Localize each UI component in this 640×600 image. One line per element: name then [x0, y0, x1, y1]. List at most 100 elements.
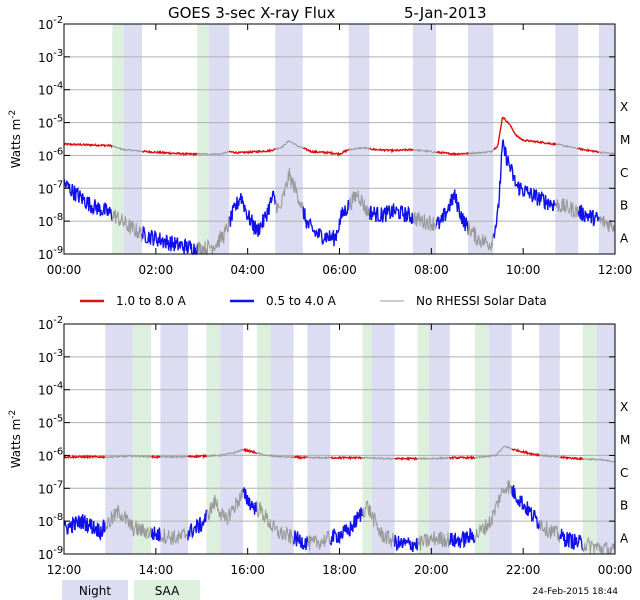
- panel-bottom: 10-9 10-8 10-7 10-6 10-5 10-4 10-3 10-2 12:00 14…: [8, 315, 632, 577]
- y-tick-label: 10-7: [38, 179, 63, 196]
- series-line-long: [206, 448, 244, 458]
- saa-key-label: SAA: [155, 584, 180, 598]
- series-line-long: [142, 149, 198, 157]
- series-line-short: [393, 535, 419, 552]
- series-line-long: [348, 146, 370, 151]
- series-line-short: [196, 216, 230, 256]
- saa-band: [206, 324, 221, 554]
- series-line-short: [228, 190, 277, 237]
- night-band: [348, 24, 370, 254]
- x-tick-label: 18:00: [322, 563, 357, 577]
- saa-band: [417, 324, 430, 554]
- night-band: [275, 24, 303, 254]
- class-label-C: C: [620, 466, 628, 480]
- series-line-short: [63, 178, 114, 222]
- series-line-long: [275, 139, 304, 151]
- night-key-swatch: [62, 580, 128, 600]
- x-tick-label: 10:00: [506, 263, 541, 277]
- series-line-long: [151, 454, 161, 460]
- series-line-short: [369, 203, 414, 225]
- series-line-short: [417, 531, 451, 551]
- series-line-long: [63, 454, 106, 460]
- series-line-short: [559, 528, 584, 551]
- saa-band: [112, 24, 124, 254]
- series-line-short: [307, 530, 332, 551]
- series-line-long: [582, 457, 615, 463]
- x-tick-label: 14:00: [139, 563, 174, 577]
- legend: 1.0 to 8.0 A 0.5 to 4.0 A No RHESSI Solar …: [80, 294, 547, 308]
- y-tick-label: 10-6: [38, 446, 63, 463]
- class-label-B: B: [620, 199, 628, 213]
- x-tick-label: 16:00: [230, 563, 265, 577]
- timestamp: 24-Feb-2015 18:44: [532, 587, 618, 597]
- night-band: [123, 24, 143, 254]
- panel-top-x-ticks: 00:00 02:00 04:00 06:00 08:00 10:00 12:00: [47, 24, 632, 277]
- series-line-short: [467, 220, 495, 252]
- series-line-long: [559, 455, 584, 462]
- night-band: [555, 24, 579, 254]
- series-line-long: [449, 455, 476, 461]
- series-line-long: [187, 453, 207, 459]
- series-line-long: [105, 454, 152, 459]
- night-band: [307, 324, 331, 554]
- y-tick-label: 10-7: [38, 479, 63, 496]
- series-line-short: [302, 199, 350, 247]
- night-band: [371, 324, 395, 554]
- panel-bottom-y-ticks: 10-9 10-8 10-7 10-6 10-5 10-4 10-3 10-2: [38, 315, 615, 562]
- y-tick-label: 10-9: [38, 545, 63, 562]
- series-line-short: [539, 520, 561, 544]
- y-tick-label: 10-2: [38, 15, 63, 32]
- legend-label: 1.0 to 8.0 A: [116, 294, 187, 308]
- panel-top-y-ticks: 10-9 10-8 10-7 10-6 10-5 10-4 10-3 10-2: [38, 15, 615, 262]
- night-band: [598, 24, 615, 254]
- series-line-long: [369, 147, 414, 154]
- series-line-short: [598, 215, 616, 233]
- saa-band: [132, 324, 152, 554]
- y-tick-label: 10-6: [38, 146, 63, 163]
- x-tick-label: 00:00: [47, 263, 82, 277]
- series-line-long: [242, 447, 258, 455]
- night-band: [488, 324, 512, 554]
- series-line-long: [330, 455, 364, 461]
- series-line-short: [150, 526, 162, 542]
- class-label-B: B: [620, 499, 628, 513]
- x-tick-label: 00:00: [598, 563, 633, 577]
- series-line-short: [493, 139, 557, 239]
- night-band: [160, 324, 188, 554]
- series-line-long: [362, 456, 395, 461]
- night-band: [468, 24, 494, 254]
- y-tick-label: 10-8: [38, 512, 63, 529]
- x-tick-label: 12:00: [47, 563, 82, 577]
- panel-bottom-class-labels: A B C M X: [620, 400, 630, 545]
- night-band: [208, 24, 230, 254]
- panel-bottom-series: [63, 445, 616, 556]
- series-line-long: [228, 148, 277, 155]
- x-tick-label: 08:00: [414, 263, 449, 277]
- legend-label: 0.5 to 4.0 A: [266, 294, 337, 308]
- series-line-short: [412, 211, 437, 231]
- series-line-long: [493, 116, 557, 150]
- series-line-short: [63, 514, 106, 542]
- series-line-long: [293, 455, 308, 460]
- x-tick-label: 22:00: [506, 563, 541, 577]
- series-line-long: [307, 455, 331, 460]
- class-label-M: M: [620, 133, 630, 147]
- series-line-short: [159, 527, 189, 545]
- y-tick-label: 10-4: [38, 381, 63, 398]
- series-line-short: [362, 500, 396, 548]
- night-band: [429, 324, 450, 554]
- series-line-long: [63, 142, 113, 149]
- class-label-X: X: [620, 100, 628, 114]
- series-line-short: [206, 487, 244, 525]
- saa-band: [474, 324, 489, 554]
- y-tick-label: 10-4: [38, 81, 63, 98]
- series-line-short: [242, 487, 258, 515]
- series-line-long: [511, 447, 540, 458]
- night-band: [220, 324, 244, 554]
- x-tick-label: 04:00: [230, 263, 265, 277]
- series-line-short: [112, 209, 143, 242]
- night-key-label: Night: [79, 584, 112, 598]
- panel-top-series: [63, 116, 616, 256]
- class-label-M: M: [620, 433, 630, 447]
